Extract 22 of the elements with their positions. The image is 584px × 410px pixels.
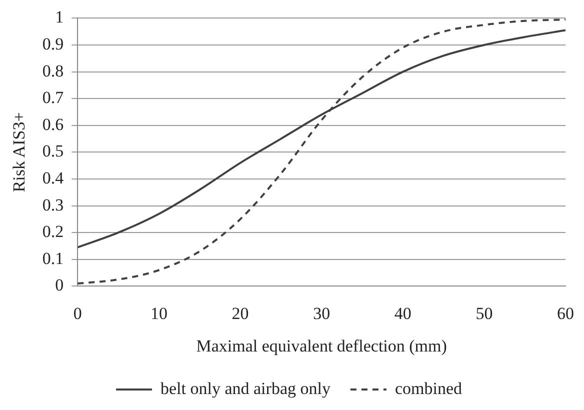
x-tick-label: 60	[557, 304, 574, 323]
x-tick-label: 50	[476, 304, 493, 323]
y-tick-label: 0.7	[42, 88, 64, 108]
y-tick-label: 0.4	[42, 168, 64, 188]
y-tick-label: 1	[55, 8, 64, 27]
legend-label: combined	[394, 378, 462, 398]
x-axis-title: Maximal equivalent deflection (mm)	[196, 336, 447, 356]
y-tick-label: 0.5	[42, 142, 64, 161]
x-tick-label: 0	[73, 304, 82, 323]
x-tick-label: 10	[150, 304, 168, 323]
y-axis-title: Risk AIS3+	[10, 112, 29, 192]
y-tick-label: 0.8	[42, 61, 64, 80]
y-tick-label: 0.2	[42, 222, 64, 242]
x-tick-label: 40	[394, 304, 412, 323]
x-tick-label: 30	[313, 304, 330, 323]
x-tick-label: 20	[232, 304, 249, 323]
y-tick-label: 0.9	[42, 34, 64, 54]
y-tick-label: 0.1	[42, 248, 64, 268]
y-tick-label: 0.6	[42, 114, 64, 134]
y-tick-label: 0	[55, 276, 64, 295]
legend-label: belt only and airbag only	[160, 378, 331, 398]
y-tick-label: 0.3	[42, 195, 64, 214]
